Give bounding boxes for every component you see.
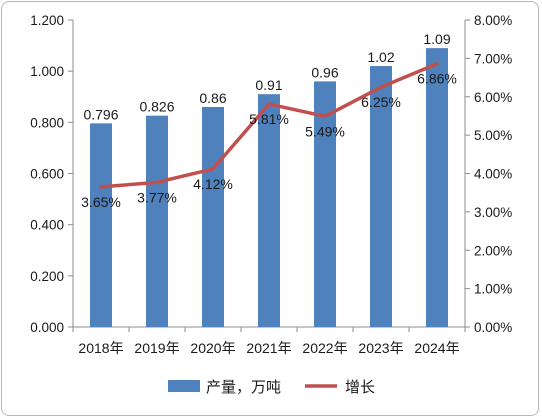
bar (370, 66, 392, 328)
y-right-tick-label: 5.00% (474, 128, 512, 143)
bar-value-label: 1.09 (423, 31, 450, 47)
legend: 产量，万吨 增长 (168, 379, 375, 396)
line-point (435, 62, 439, 66)
bar-value-label: 0.796 (83, 106, 118, 122)
data-labels: 0.796 0.826 0.86 0.91 0.96 1.02 1.09 3.65% 3.77%… (81, 31, 457, 210)
x-tick-label: 2023年 (358, 340, 403, 356)
bar (202, 106, 224, 327)
line-point (379, 85, 383, 89)
line-value-label: 6.86% (417, 71, 457, 87)
y-left-tick-label: 0.800 (30, 115, 64, 130)
y-left-tick-label: 0.400 (30, 218, 64, 233)
x-tick-label: 2021年 (246, 340, 291, 356)
bar (90, 123, 112, 328)
line-point (323, 114, 327, 118)
x-tick-label: 2019年 (134, 340, 179, 356)
line-point (155, 180, 159, 184)
y-right-tick-label: 4.00% (474, 167, 512, 182)
x-tick-label: 2020年 (190, 340, 235, 356)
y-left-tick-label: 0.000 (30, 320, 64, 335)
y-right-tick-label: 8.00% (474, 13, 512, 28)
bar-value-label: 0.91 (255, 77, 282, 93)
bar-value-label: 1.02 (367, 49, 394, 65)
line-value-label: 5.81% (249, 111, 289, 127)
y-left-tick-label: 0.200 (30, 269, 64, 284)
legend-label-production: 产量，万吨 (206, 379, 281, 396)
y-right-tick-label: 0.00% (474, 320, 512, 335)
line-value-label: 3.77% (137, 189, 177, 205)
line-value-label: 3.65% (81, 194, 121, 210)
axes: 0.000 0.200 0.400 0.600 0.800 1.000 1.200 0.00%… (30, 13, 512, 356)
bar (426, 48, 448, 328)
line-value-label: 4.12% (193, 176, 233, 192)
bar (146, 115, 168, 327)
line-point (99, 185, 103, 189)
y-right-tick-label: 1.00% (474, 282, 512, 297)
y-right-tick-label: 3.00% (474, 205, 512, 220)
bar-value-label: 0.96 (311, 64, 338, 80)
y-left-tick-label: 1.000 (30, 64, 64, 79)
y-left-tick-label: 1.200 (30, 13, 64, 28)
bar-series-production (90, 48, 448, 328)
line-series-growth (99, 61, 439, 189)
bar-value-label: 0.86 (199, 90, 226, 106)
y-left-tick-label: 0.600 (30, 167, 64, 182)
legend-label-growth: 增长 (345, 379, 375, 396)
line-value-label: 6.25% (361, 94, 401, 110)
line-value-label: 5.49% (305, 123, 345, 139)
line-point (211, 167, 215, 171)
x-tick-label: 2018年 (78, 340, 123, 356)
x-tick-label: 2022年 (302, 340, 347, 356)
y-right-tick-label: 6.00% (474, 90, 512, 105)
x-tick-label: 2024年 (414, 340, 459, 356)
legend-swatch-production (168, 380, 200, 392)
y-right-tick-label: 7.00% (474, 51, 512, 66)
bar (314, 81, 336, 328)
y-right-tick-label: 2.00% (474, 243, 512, 258)
bar-value-label: 0.826 (139, 99, 174, 115)
bar (258, 94, 280, 327)
line-point (267, 102, 271, 106)
